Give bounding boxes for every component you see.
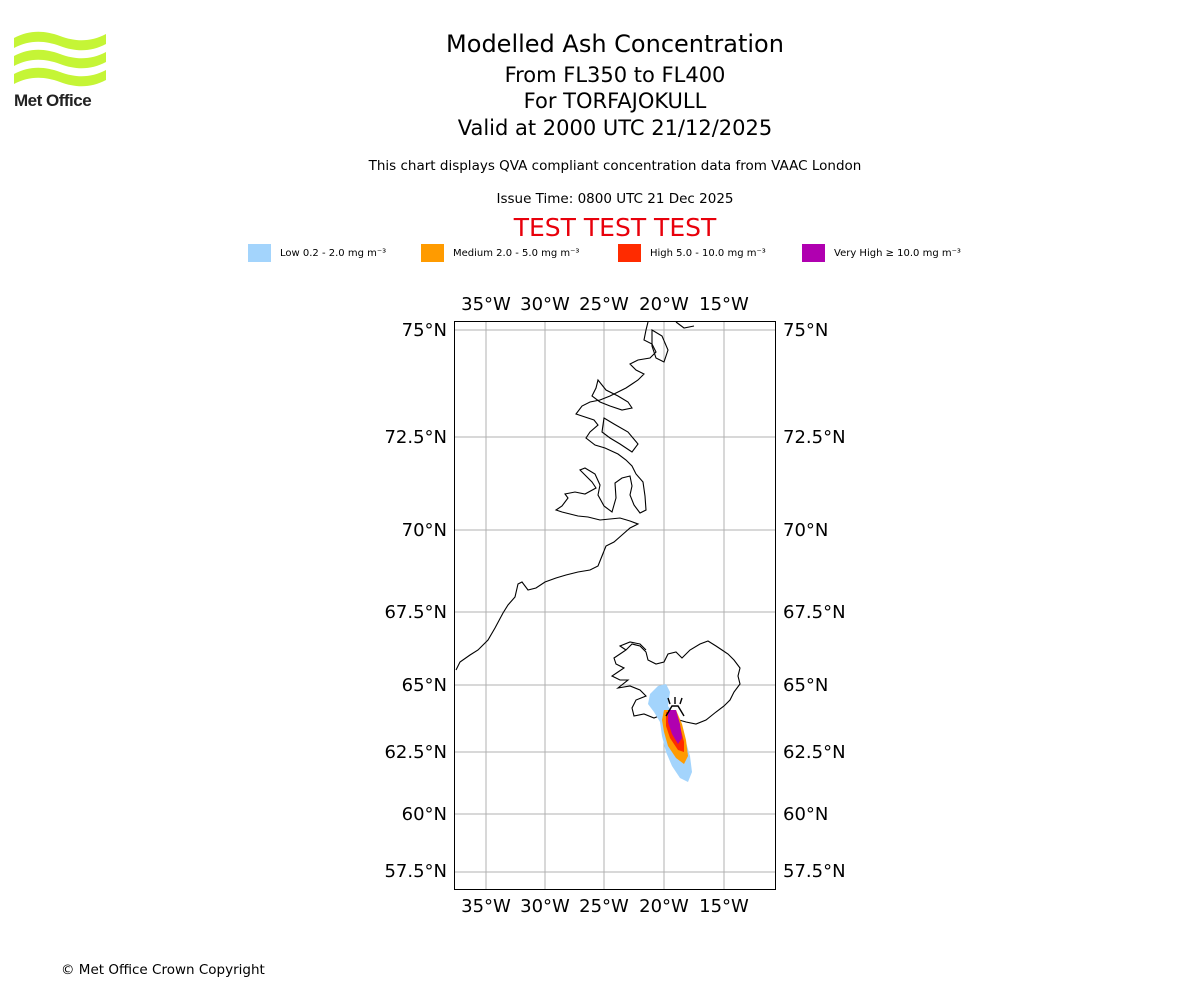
legend-label-medium: Medium 2.0 - 5.0 mg m⁻³	[453, 247, 580, 259]
legend-item-high: High 5.0 - 10.0 mg m⁻³	[618, 244, 766, 262]
lat-label-left: 75°N	[402, 320, 447, 341]
lat-label-right: 75°N	[783, 320, 828, 341]
compliance-note: This chart displays QVA compliant concen…	[368, 158, 862, 174]
met-office-logo	[14, 31, 106, 87]
map-gridlines	[454, 321, 776, 890]
iceland-westfjords	[618, 641, 647, 651]
lat-label-left: 65°N	[402, 675, 447, 696]
greenland-north-coast	[675, 321, 695, 329]
lat-label-right: 70°N	[783, 520, 828, 541]
valid-time: Valid at 2000 UTC 21/12/2025	[457, 116, 773, 140]
legend-swatch-high	[618, 244, 641, 262]
volcano-icon	[665, 697, 685, 717]
legend-label-high: High 5.0 - 10.0 mg m⁻³	[650, 247, 766, 259]
greenland-fjord-2	[601, 417, 639, 453]
lon-label-bottom: 25°W	[579, 896, 629, 917]
lon-label-top: 25°W	[579, 294, 629, 315]
copyright-notice: © Met Office Crown Copyright	[61, 962, 265, 978]
lat-label-right: 57.5°N	[783, 861, 846, 882]
map-frame	[454, 321, 776, 890]
legend-label-very-high: Very High ≥ 10.0 mg m⁻³	[834, 247, 961, 259]
greenland-fjord-3	[651, 329, 669, 363]
legend-item-very-high: Very High ≥ 10.0 mg m⁻³	[802, 244, 961, 262]
legend-label-low: Low 0.2 - 2.0 mg m⁻³	[280, 247, 387, 259]
legend-swatch-low	[248, 244, 271, 262]
chart-title: Modelled Ash Concentration	[446, 30, 784, 58]
issue-time: Issue Time: 0800 UTC 21 Dec 2025	[496, 191, 734, 207]
logo-text: Met Office	[14, 91, 92, 110]
ash-plume	[648, 684, 692, 782]
lat-label-right: 72.5°N	[783, 427, 846, 448]
lat-label-left: 67.5°N	[384, 602, 447, 623]
greenland-fjord-1	[591, 378, 633, 411]
lat-label-right: 67.5°N	[783, 602, 846, 623]
lon-label-top: 35°W	[461, 294, 511, 315]
lon-label-bottom: 15°W	[699, 896, 749, 917]
legend-swatch-very-high	[802, 244, 825, 262]
legend-item-low: Low 0.2 - 2.0 mg m⁻³	[248, 244, 386, 262]
lon-label-top: 15°W	[699, 294, 749, 315]
greenland-coastline	[455, 321, 657, 671]
lat-label-left: 70°N	[402, 520, 447, 541]
iceland-coastline	[610, 640, 741, 725]
concentration-legend: Low 0.2 - 2.0 mg m⁻³ Medium 2.0 - 5.0 mg…	[248, 244, 1008, 264]
lat-label-left: 60°N	[402, 804, 447, 825]
ash-plume-very-high	[668, 710, 682, 744]
lat-label-right: 62.5°N	[783, 742, 846, 763]
lon-label-top: 30°W	[520, 294, 570, 315]
lat-label-left: 62.5°N	[384, 742, 447, 763]
lat-label-right: 60°N	[783, 804, 828, 825]
lon-label-top: 20°W	[639, 294, 689, 315]
test-banner: TEST TEST TEST	[513, 213, 717, 242]
lon-label-bottom: 30°W	[520, 896, 570, 917]
flight-level-range: From FL350 to FL400	[504, 63, 726, 87]
volcano-name: For TORFAJOKULL	[523, 89, 707, 113]
lon-label-bottom: 20°W	[639, 896, 689, 917]
lat-label-right: 65°N	[783, 675, 828, 696]
lat-label-left: 57.5°N	[384, 861, 447, 882]
legend-swatch-medium	[421, 244, 444, 262]
legend-item-medium: Medium 2.0 - 5.0 mg m⁻³	[421, 244, 579, 262]
lat-label-left: 72.5°N	[384, 427, 447, 448]
lon-label-bottom: 35°W	[461, 896, 511, 917]
